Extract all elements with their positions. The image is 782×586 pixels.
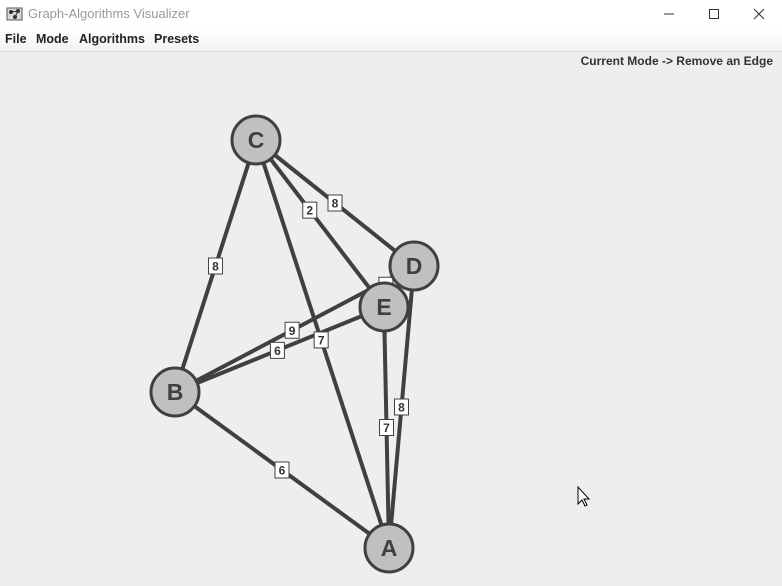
menu-bar: File Mode Algorithms Presets [0,28,782,52]
menu-presets[interactable]: Presets [154,32,200,46]
title-bar: Graph-Algorithms Visualizer [0,0,782,28]
svg-text:8: 8 [212,260,219,274]
weights-layer: 8827966387 [208,194,409,479]
svg-text:8: 8 [398,401,405,415]
maximize-icon [709,9,719,19]
window-title: Graph-Algorithms Visualizer [28,6,190,21]
edge-weight-b-e: 6 [269,341,285,359]
mouse-cursor-icon [577,485,591,507]
edge-weight-b-a: 6 [274,461,290,479]
edge-weight-d-a: 8 [394,398,409,416]
edge-weight-c-e: 2 [302,201,318,219]
node-e[interactable]: E [358,281,410,333]
menu-file[interactable]: File [5,32,27,46]
close-icon [753,8,765,20]
edge-weight-b-d: 9 [284,321,300,339]
svg-text:7: 7 [318,333,325,347]
edge-weight-c-d: 8 [327,194,343,212]
node-a[interactable]: A [363,522,415,574]
app-icon [6,7,23,21]
close-button[interactable] [736,0,782,28]
edge-weight-e-a: 7 [379,419,394,436]
svg-text:9: 9 [289,324,296,338]
current-mode-label: Current Mode -> Remove an Edge [580,54,773,68]
svg-text:7: 7 [383,421,390,435]
node-d[interactable]: D [388,240,440,292]
svg-text:6: 6 [274,344,281,358]
edge-weight-c-b: 8 [208,257,223,275]
node-label: C [248,127,265,153]
nodes-layer: A B C DE [149,114,440,574]
node-c[interactable]: C [230,114,282,166]
edge-c-e[interactable] [254,138,386,309]
node-label: B [167,379,184,405]
menu-algorithms[interactable]: Algorithms [79,32,145,46]
edges-layer [173,138,416,550]
node-b[interactable]: B [149,366,201,418]
svg-text:2: 2 [306,204,313,218]
minimize-button[interactable] [646,0,692,28]
node-label: E [376,294,391,320]
menu-mode[interactable]: Mode [36,32,69,46]
svg-text:8: 8 [332,197,339,211]
node-label: D [406,253,423,279]
edge-weight-c-a: 7 [313,331,329,349]
node-label: A [381,535,398,561]
maximize-button[interactable] [691,0,737,28]
svg-text:6: 6 [279,464,286,478]
minimize-icon [664,13,674,15]
